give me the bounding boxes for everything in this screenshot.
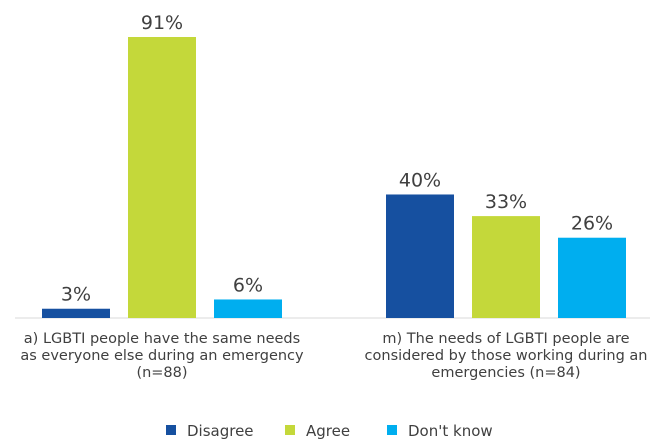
category-label-line: m) The needs of LGBTI people are [382,331,629,347]
value-label: 3% [61,284,91,306]
category-label-line: considered by those working during an [365,348,648,364]
bar-agree-1 [472,216,540,318]
value-label: 40% [399,169,441,191]
legend-swatch [387,425,397,435]
legend-label: Disagree [187,422,254,439]
bar-don-t-know-0 [214,299,282,318]
value-label: 6% [233,274,263,296]
bars-group [42,37,626,318]
bar-disagree-1 [386,194,454,318]
bar-don-t-know-1 [558,237,626,318]
category-label-line: as everyone else during an emergency [20,348,304,364]
value-labels-group: 3% 91% 6% 40% 33% 26% [61,12,613,306]
legend: Disagree Agree Don't know [166,422,493,439]
bar-agree-0 [128,37,196,318]
value-label: 26% [571,213,613,235]
value-label: 91% [141,12,183,34]
category-label-line: emergencies (n=84) [431,365,580,381]
bar-disagree-0 [42,308,110,318]
legend-swatch [285,425,295,435]
category-label-line: a) LGBTI people have the same needs [24,331,300,347]
category-label-line: (n=88) [136,365,187,381]
legend-label: Don't know [408,422,493,439]
value-label: 33% [485,191,527,213]
legend-swatch [166,425,176,435]
legend-label: Agree [306,422,350,439]
